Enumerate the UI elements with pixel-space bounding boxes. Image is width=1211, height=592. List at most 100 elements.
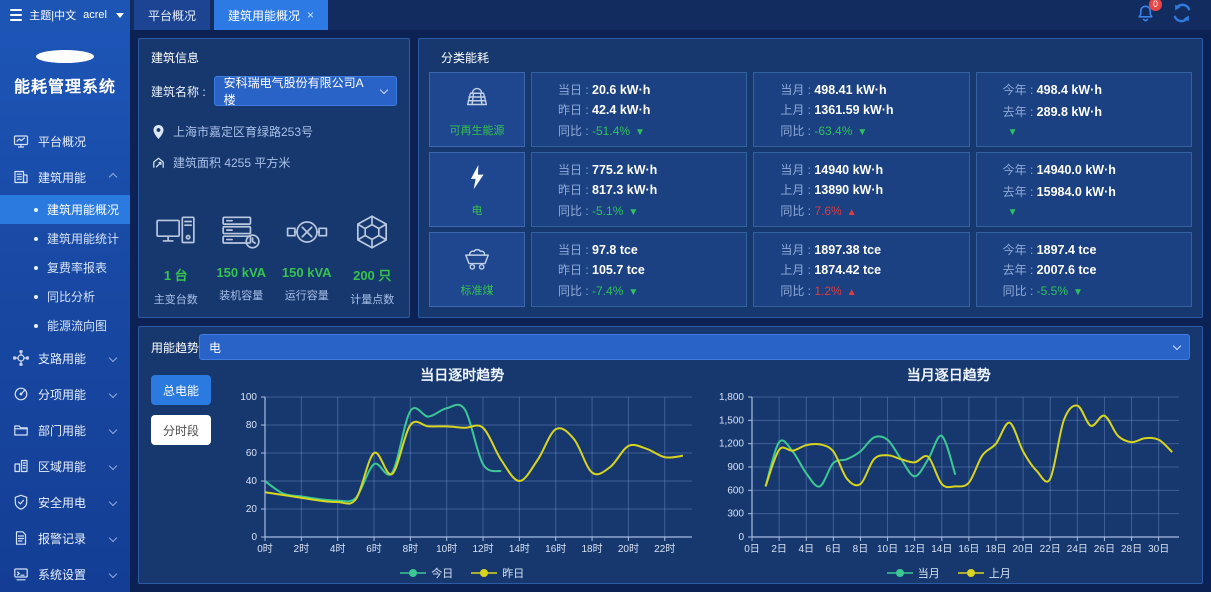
yoy-line: 同比 : -5.1% ▼ — [558, 202, 740, 219]
tab-strip: 平台概况 建筑用能概况 × 0 — [130, 0, 1211, 30]
total-energy-button[interactable]: 总电能 — [151, 375, 211, 405]
energy-cell-standard-coal-month: 当月 : 1897.38 tce 上月 : 1874.42 tce 同比 : 1.2… — [753, 232, 970, 307]
yoy-value: -5.1% — [592, 203, 624, 218]
category-name: 标准煤 — [460, 284, 494, 297]
triangle-down-icon: ▼ — [1007, 206, 1018, 218]
stat-value: 1 台 — [163, 268, 188, 283]
category-energy-grid: 可再生能源 当日 : 20.6 kW·h 昨日 : 42.4 kW·h 同比 : -5… — [429, 72, 1192, 307]
svg-text:6时: 6时 — [366, 543, 382, 555]
energy-line: 上月 : 1874.42 tce — [780, 261, 962, 278]
sidebar-item-subitem-energy[interactable]: 分项用能 — [0, 376, 130, 412]
sidebar-item-safe-electricity[interactable]: 安全用电 — [0, 484, 130, 520]
theme-language-menu[interactable]: 主题|中文 — [29, 10, 77, 22]
bullet-icon — [34, 323, 38, 328]
topbar-left: 主题|中文 acrel — [0, 0, 130, 30]
building-name-select[interactable]: 安科瑞电气股份有限公司A楼 — [213, 76, 397, 107]
sidebar-item-alarm-records[interactable]: 报警记录 — [0, 520, 130, 556]
hamburger-menu-icon[interactable] — [10, 9, 23, 21]
sidebar-subitem-building-energy-overview[interactable]: 建筑用能概况 — [0, 195, 130, 224]
sidebar-subitem-yoy-analysis[interactable]: 同比分析 — [0, 282, 130, 311]
legend-marker-icon — [886, 569, 913, 577]
tab-building-energy-overview[interactable]: 建筑用能概况 × — [214, 0, 329, 30]
svg-text:6日: 6日 — [825, 544, 841, 555]
svg-text:2时: 2时 — [294, 543, 310, 555]
sidebar-item-label: 支路用能 — [38, 351, 87, 366]
legend-item-今日[interactable]: 今日 — [400, 565, 453, 581]
yoy-line: 同比 : -7.4% ▼ — [558, 282, 740, 299]
sidebar-item-department-energy[interactable]: 部门用能 — [0, 412, 130, 448]
svg-text:2日: 2日 — [771, 544, 787, 555]
energy-label: 上月 : — [780, 263, 815, 277]
svg-text:30日: 30日 — [1148, 544, 1169, 555]
sidebar-item-region-energy[interactable]: 区域用能 — [0, 448, 130, 484]
tab-platform-overview[interactable]: 平台概况 — [134, 0, 211, 30]
area-icon — [153, 157, 164, 168]
energy-cell-renewable-month: 当月 : 498.41 kW·h 上月 : 1361.59 kW·h 同比 : -6… — [753, 72, 970, 147]
energy-label: 去年 : — [1002, 263, 1037, 277]
legend-item-当月[interactable]: 当月 — [886, 565, 940, 581]
stat-running-capacity: 150 kVA 运行容量 — [274, 212, 340, 307]
yoy-line: ▼ — [1003, 124, 1185, 138]
sidebar-item-label: 系统设置 — [38, 567, 87, 582]
sidebar-item-label: 建筑用能 — [38, 170, 87, 185]
legend-item-昨日[interactable]: 昨日 — [471, 565, 524, 581]
time-period-button[interactable]: 分时段 — [151, 415, 211, 445]
username-menu[interactable]: acrel — [83, 9, 107, 21]
energy-label: 昨日 : — [558, 103, 593, 117]
daily-trend-legend: 当月 上月 — [706, 565, 1193, 581]
sidebar-subitem-energy-flow-diagram[interactable]: 能源流向图 — [0, 311, 130, 340]
main-content: 建筑信息 建筑名称 : 安科瑞电气股份有限公司A楼 上海市嘉定区育绿路253号 — [130, 30, 1211, 592]
svg-text:10时: 10时 — [436, 543, 457, 555]
energy-type-select[interactable]: 电 — [199, 334, 1190, 360]
legend-label: 今日 — [431, 568, 454, 580]
energy-trend-title: 用能趋势 — [151, 340, 200, 355]
sidebar-subitem-tariff-report[interactable]: 复费率报表 — [0, 253, 130, 282]
tab-close-icon[interactable]: × — [307, 8, 315, 22]
energy-label: 当日 : — [558, 162, 593, 177]
yoy-line: 同比 : 1.2% ▲ — [780, 282, 962, 299]
sidebar-item-building-energy[interactable]: 建筑用能 — [0, 159, 130, 195]
hexnet-icon — [340, 212, 406, 257]
chevron-down-icon — [379, 85, 389, 95]
stat-main-transformers: 1 台主变台数 — [143, 212, 209, 307]
yoy-line: ▼ — [1003, 204, 1185, 218]
stat-installed-capacity: 150 kVA 装机容量 — [209, 212, 275, 307]
topbar: 主题|中文 acrel 平台概况 建筑用能概况 × 0 — [0, 0, 1211, 30]
console-icon — [13, 566, 29, 582]
legend-marker-icon — [400, 569, 427, 577]
sidebar-subitem-label: 能源流向图 — [47, 319, 108, 333]
energy-line: 去年 : 289.8 kW·h — [1003, 103, 1185, 120]
energy-cell-electricity-day: 当日 : 775.2 kW·h 昨日 : 817.3 kW·h 同比 : -5.1%… — [531, 152, 748, 227]
notification-bell-icon[interactable]: 0 — [1136, 0, 1162, 28]
refresh-icon[interactable] — [1171, 3, 1193, 28]
document-icon — [13, 530, 29, 546]
energy-line: 今年 : 498.4 kW·h — [1003, 81, 1185, 98]
yoy-label: 同比 : — [1002, 283, 1037, 298]
sidebar-subitem-building-energy-stats[interactable]: 建筑用能统计 — [0, 224, 130, 253]
target-icon — [13, 386, 29, 402]
triangle-up-icon: ▲ — [846, 286, 857, 298]
sidebar-item-platform-overview[interactable]: 平台概况 — [0, 123, 130, 159]
shield-icon — [13, 494, 29, 510]
energy-cell-renewable-year: 今年 : 498.4 kW·h 去年 : 289.8 kW·h ▼ — [975, 72, 1192, 147]
energy-label: 当月 : — [780, 242, 815, 257]
chevron-down-icon — [108, 569, 118, 579]
svg-text:300: 300 — [727, 509, 744, 520]
svg-text:0时: 0时 — [257, 543, 273, 555]
svg-text:1,200: 1,200 — [718, 439, 743, 450]
yoy-value: 7.6% — [814, 203, 842, 218]
stat-label: 装机容量 — [219, 290, 264, 302]
notification-badge: 0 — [1149, 0, 1162, 11]
stat-value: 150 kVA — [281, 265, 332, 280]
sidebar-item-system-settings[interactable]: 系统设置 — [0, 556, 130, 592]
branch-icon — [13, 350, 29, 366]
svg-text:28日: 28日 — [1120, 544, 1141, 555]
legend-item-上月[interactable]: 上月 — [957, 565, 1011, 581]
svg-text:8日: 8日 — [852, 544, 868, 555]
sidebar-item-branch-energy[interactable]: 支路用能 — [0, 340, 130, 376]
lightning-icon — [461, 162, 493, 197]
user-avatar[interactable] — [36, 50, 94, 63]
energy-line: 当月 : 14940 kW·h — [780, 161, 962, 178]
legend-label: 昨日 — [502, 568, 525, 580]
energy-value: 1874.42 tce — [814, 263, 882, 277]
